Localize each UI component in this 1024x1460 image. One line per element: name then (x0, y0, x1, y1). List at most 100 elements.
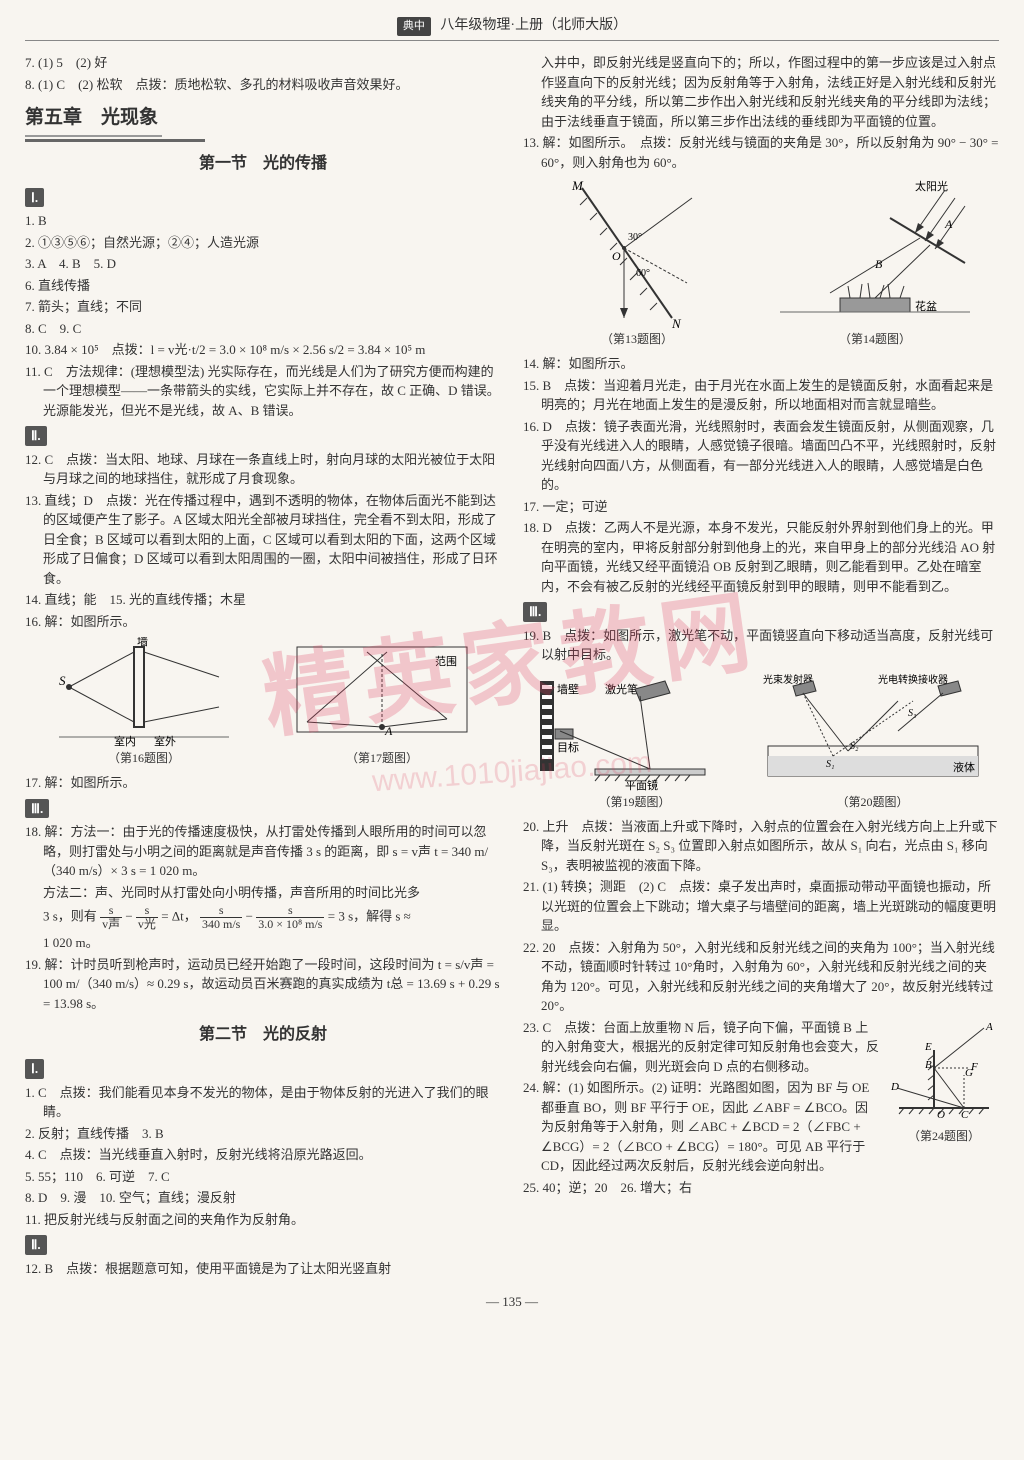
r-14: 14. 解：如图所示。 (523, 354, 999, 374)
svg-text:A: A (944, 217, 953, 231)
svg-text:墙壁: 墙壁 (557, 682, 579, 696)
r-level-marker-3: Ⅲ. (523, 602, 547, 622)
svg-text:30°: 30° (628, 232, 642, 243)
s1l3-18c-t2: = Δt， (161, 909, 197, 924)
svg-text:墙: 墙 (137, 637, 148, 648)
s1l3-18c: 3 s，则有 sv声 − sv光 = Δt， s340 m/s − s3.0 ×… (25, 904, 501, 931)
r-cont-1: 入井中，即反射光线是竖直向下的；所以，作图过程中的第一步应该是过入射点作竖直向下… (523, 53, 999, 131)
frac1d: v声 (100, 918, 122, 931)
r-19: 19. B 点拨：如图所示，激光笔不动，平面镜竖直向下移动适当高度，反射光线可以… (523, 626, 999, 665)
level-marker-1: Ⅰ. (25, 188, 44, 208)
svg-text:S₁: S₁ (826, 759, 834, 770)
frac2d: v光 (136, 918, 158, 931)
fig17: 范围 A （第17题图） (287, 637, 477, 767)
frac4: s3.0 × 10⁸ m/s (256, 904, 324, 931)
level-marker-3: Ⅲ. (25, 799, 49, 819)
r-25-26: 25. 40；逆；20 26. 增大；右 (523, 1178, 999, 1198)
fig13: M N O 30° 60° （第13题图） (542, 178, 732, 348)
svg-text:光电转换接收器: 光电转换接收器 (878, 673, 948, 686)
fig14: 太阳光 A B 花盆 （第14题图） (770, 178, 980, 348)
r-15: 15. B 点拨：当迎着月光走，由于月光在水面上发生的是镜面反射，水面看起来是明… (523, 376, 999, 415)
fig16-svg: 室内 室外 墙 S (49, 637, 239, 747)
sunlight-label: 太阳光 (915, 179, 948, 193)
s1l3-18d: 1 020 m。 (25, 933, 501, 953)
s1l3-19: 19. 解：计时员听到枪声时，运动员已经开始跑了一段时间，这段时间为 t = s… (25, 955, 501, 1014)
page-header: 典中 八年级物理·上册（北师大版） (25, 15, 999, 41)
fig17-svg: 范围 A (287, 637, 477, 747)
s1l3-18a: 18. 解：方法一：由于光的传播速度极快，从打雷处传播到人眼所用的时间可以忽略，… (25, 822, 501, 881)
s1l1-2: 2. ①③⑤⑥；自然光源；②④；人造光源 (25, 233, 501, 253)
r-17: 17. 一定；可逆 (523, 497, 999, 517)
svg-text:N: N (671, 316, 682, 328)
svg-text:O: O (612, 249, 621, 263)
s1l1-8-text: 11. C 方法规律：(理想模型法) 光实际存在，而光线是人们为了研究方便而构建… (25, 364, 500, 418)
fig20: 光束发射器 光电转换接收器 液体 S₂ S₁ S₃ (758, 671, 988, 811)
fig-row-13-14: M N O 30° 60° （第13题图） 太阳光 (523, 178, 999, 348)
s1l1-6: 8. C 9. C (25, 319, 501, 339)
r-20: 20. 上升 点拨：当液面上升或下降时，入射点的位置会在入射光线方向上上升或下降… (523, 817, 999, 876)
frac1: sv声 (100, 904, 122, 931)
frac4n: s (256, 904, 324, 918)
fig13-caption: （第13题图） (542, 330, 732, 348)
s2-level-marker-2: Ⅱ. (25, 1235, 47, 1255)
svg-text:C: C (961, 1109, 969, 1120)
svg-text:平面镜: 平面镜 (625, 778, 658, 791)
pre-item-8: 8. (1) C (2) 松软 点拨：质地松软、多孔的材料吸收声音效果好。 (25, 75, 501, 95)
svg-text:激光笔: 激光笔 (605, 682, 638, 696)
s1l3-18c-t1: 3 s，则有 (43, 909, 97, 924)
s2l2-12: 12. B 点拨：根据题意可知，使用平面镜是为了让太阳光竖直射 (25, 1259, 501, 1279)
svg-text:S₂: S₂ (850, 741, 859, 752)
s1-17: 17. 解：如图所示。 (25, 773, 501, 793)
s2-level-marker-1: Ⅰ. (25, 1059, 44, 1079)
s1l1-4: 6. 直线传播 (25, 276, 501, 296)
fig16: 室内 室外 墙 S （第16题图） (49, 637, 239, 767)
frac3d: 340 m/s (200, 918, 242, 931)
level-marker-2: Ⅱ. (25, 426, 47, 446)
fig24-float: A B F G D C E O （第24题图） (889, 1020, 999, 1145)
chapter-title: 第五章 光现象 (25, 104, 162, 137)
right-column: 入井中，即反射光线是竖直向下的；所以，作图过程中的第一步应该是过入射点作竖直向下… (523, 51, 999, 1280)
fig13-svg: M N O 30° 60° (542, 178, 732, 328)
r-22: 22. 20 点拨：入射角为 50°，入射光线和反射光线之间的夹角为 100°；… (523, 938, 999, 1016)
svg-text:E: E (924, 1041, 932, 1053)
s2l1-2: 2. 反射；直线传播 3. B (25, 1124, 501, 1144)
fig19: 墙壁 目标 激光笔 平面镜 （第19题图） (535, 671, 735, 811)
s1l2-13: 13. 直线；D 点拨：光在传播过程中，遇到不透明的物体，在物体后面光不能到达的… (25, 491, 501, 589)
fig24-svg: A B F G D C E O (889, 1020, 999, 1120)
section1-title: 第一节 光的传播 (25, 152, 501, 176)
s1l3-18b: 方法二：声、光同时从打雷处向小明传播，声音所用的时间比光多 (25, 883, 501, 903)
svg-text:D: D (890, 1081, 899, 1093)
frac1n: s (100, 904, 122, 918)
fig14-svg: 太阳光 A B 花盆 (770, 178, 980, 328)
columns: 7. (1) 5 (2) 好 8. (1) C (2) 松软 点拨：质地松软、多… (25, 51, 999, 1280)
svg-text:S₃: S₃ (908, 708, 917, 719)
fig16-caption: （第16题图） (49, 749, 239, 767)
fig-row-16-17: 室内 室外 墙 S （第16题图） 范围 (25, 637, 501, 767)
frac3n: s (200, 904, 242, 918)
chapter-underline (25, 139, 205, 142)
svg-text:G: G (965, 1067, 973, 1079)
fig-row-19-20: 墙壁 目标 激光笔 平面镜 （第19题图） 光束 (523, 671, 999, 811)
s2l1-1: 1. C 点拨：我们能看见本身不发光的物体，是由于物体反射的光进入了我们的眼睛。 (25, 1083, 501, 1122)
svg-text:液体: 液体 (953, 760, 975, 774)
svg-text:目标: 目标 (557, 740, 579, 754)
fig19-svg: 墙壁 目标 激光笔 平面镜 (535, 671, 735, 791)
section2-title: 第二节 光的反射 (25, 1023, 501, 1047)
fig24-caption: （第24题图） (889, 1127, 999, 1145)
frac2n: s (136, 904, 158, 918)
s2l1-6: 11. 把反射光线与反射面之间的夹角作为反射角。 (25, 1210, 501, 1230)
s1l1-1: 1. B (25, 211, 501, 231)
frac3: s340 m/s (200, 904, 242, 931)
page-number: — 135 — (25, 1292, 999, 1312)
svg-text:范围: 范围 (435, 654, 457, 668)
flowerpot-label: 花盆 (915, 299, 937, 313)
r-16: 16. D 点拨：镜子表面光滑，光线照射时，表面会发生镜面反射，从侧面观察，几乎… (523, 417, 999, 495)
fig14-caption: （第14题图） (770, 330, 980, 348)
s1l1-5: 7. 箭头；直线；不同 (25, 297, 501, 317)
s1l1-8: 11. C 方法规律：(理想模型法) 光实际存在，而光线是人们为了研究方便而构建… (25, 362, 501, 421)
s1l2-16: 16. 解：如图所示。 (25, 612, 501, 632)
s1l3-18c-t3: = 3 s，解得 s ≈ (328, 909, 411, 924)
r-18: 18. D 点拨：乙两人不是光源，本身不发光，只能反射外界射到他们身上的光。甲在… (523, 518, 999, 596)
frac4d: 3.0 × 10⁸ m/s (256, 918, 324, 931)
header-logo: 典中 (397, 17, 431, 36)
